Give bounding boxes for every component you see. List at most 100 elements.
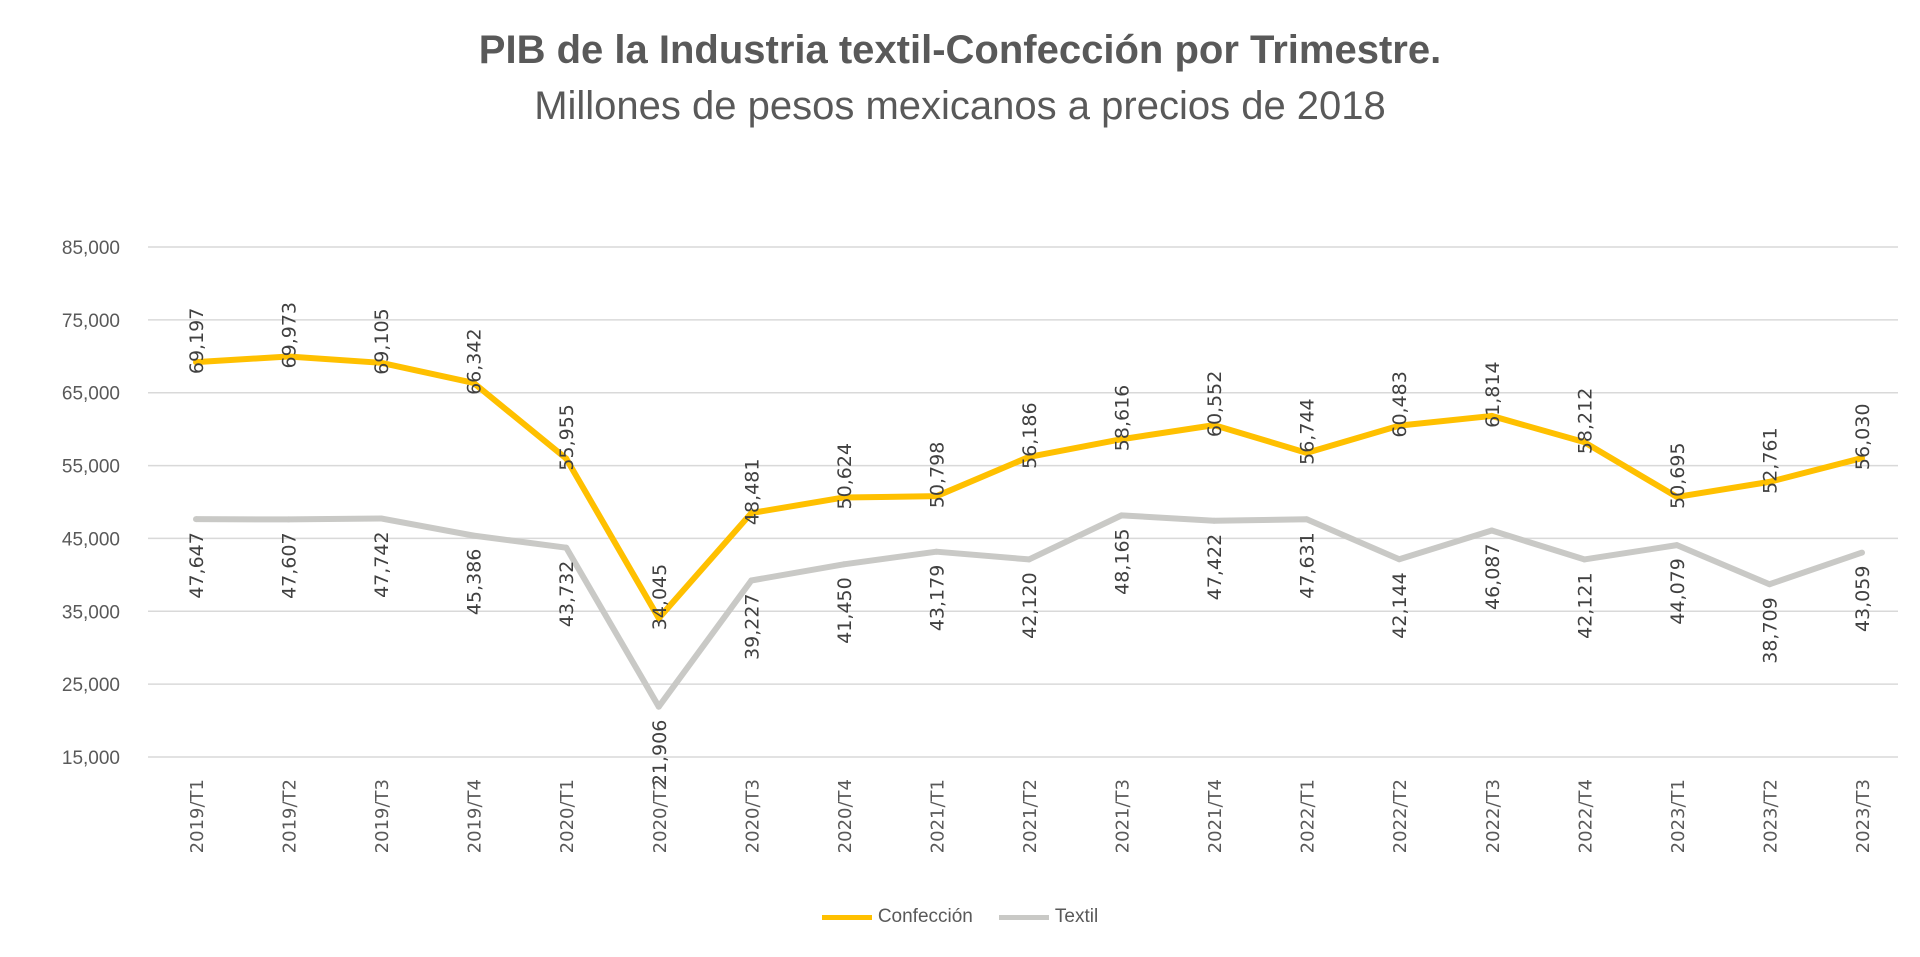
chart-subtitle: Millones de pesos mexicanos a precios de… — [534, 84, 1386, 128]
data-point — [840, 561, 847, 568]
data-point — [1118, 436, 1125, 443]
data-label: 47,607 — [279, 532, 301, 598]
data-label: 45,386 — [464, 549, 486, 615]
data-label: 50,695 — [1667, 442, 1689, 508]
data-point — [470, 532, 477, 539]
data-point — [840, 494, 847, 501]
y-tick-label: 15,000 — [62, 748, 120, 769]
data-point — [1488, 412, 1495, 419]
data-point — [1118, 512, 1125, 519]
data-label: 47,647 — [186, 532, 208, 598]
data-point — [1859, 549, 1865, 556]
data-label: 58,212 — [1574, 388, 1596, 454]
data-label: 42,120 — [1019, 572, 1041, 638]
data-point — [563, 455, 570, 462]
data-label: 34,045 — [649, 564, 671, 630]
data-point — [655, 703, 662, 710]
data-point — [1581, 439, 1588, 446]
x-tick-label: 2021/T3 — [1113, 779, 1134, 853]
y-tick-label: 35,000 — [62, 602, 120, 623]
data-point — [378, 515, 385, 522]
y-tick-label: 75,000 — [62, 311, 120, 332]
data-label: 60,552 — [1204, 371, 1226, 437]
data-point — [1673, 542, 1680, 549]
data-point — [1859, 455, 1865, 462]
data-point — [1396, 556, 1403, 563]
x-tick-label: 2019/T3 — [372, 779, 393, 853]
data-point — [285, 353, 292, 360]
x-tick-label: 2021/T4 — [1205, 779, 1226, 853]
data-point — [378, 359, 385, 366]
x-tick-label: 2021/T2 — [1020, 779, 1041, 853]
x-tick-label: 2020/T2 — [650, 779, 671, 853]
data-label: 46,087 — [1482, 544, 1504, 610]
x-tick-label: 2023/T3 — [1853, 779, 1874, 853]
data-label: 69,973 — [279, 302, 301, 368]
x-tick-label: 2023/T2 — [1760, 779, 1781, 853]
data-point — [1026, 556, 1032, 563]
data-label: 21,906 — [649, 720, 671, 786]
data-label: 47,631 — [1297, 532, 1319, 598]
legend-item-textil[interactable]: Textil — [998, 906, 1099, 928]
data-label: 44,079 — [1667, 558, 1689, 624]
data-label: 69,105 — [371, 308, 393, 374]
x-tick-label: 2020/T3 — [742, 779, 763, 853]
y-tick-label: 25,000 — [62, 675, 120, 696]
data-point — [1766, 581, 1773, 588]
data-point — [1211, 422, 1218, 429]
data-label: 50,624 — [834, 443, 856, 509]
data-point — [748, 510, 755, 517]
y-tick-label: 45,000 — [62, 529, 120, 550]
x-tick-label: 2020/T4 — [835, 779, 856, 853]
data-label: 58,616 — [1112, 385, 1134, 451]
data-label: 56,030 — [1852, 404, 1874, 470]
data-label: 55,955 — [556, 404, 578, 470]
data-point — [193, 516, 199, 523]
data-point — [1211, 517, 1218, 524]
x-tick-label: 2022/T3 — [1483, 779, 1504, 853]
data-label: 38,709 — [1759, 597, 1781, 663]
data-point — [1488, 527, 1495, 534]
data-point — [655, 615, 662, 622]
data-label: 61,814 — [1482, 361, 1504, 427]
data-label: 41,450 — [834, 577, 856, 643]
data-label: 43,732 — [556, 561, 578, 627]
data-label: 42,144 — [1389, 572, 1411, 638]
y-tick-label: 85,000 — [62, 238, 120, 259]
data-point — [285, 516, 292, 523]
data-point — [933, 548, 940, 555]
data-point — [1766, 478, 1773, 485]
data-point — [1026, 453, 1032, 460]
x-tick-label: 2019/T4 — [465, 779, 486, 853]
x-tick-label: 2022/T1 — [1298, 779, 1319, 853]
data-point — [1396, 422, 1403, 429]
legend-item-confeccion[interactable]: Confección — [821, 906, 973, 928]
data-label: 47,742 — [371, 531, 393, 597]
data-point — [1673, 493, 1680, 500]
data-label: 42,121 — [1574, 572, 1596, 638]
data-label: 39,227 — [741, 593, 763, 659]
data-point — [193, 359, 199, 366]
data-point — [933, 493, 940, 500]
legend: Confección Textil — [0, 906, 1920, 928]
data-label: 66,342 — [464, 328, 486, 394]
data-label: 52,761 — [1759, 427, 1781, 493]
legend-swatch-confeccion — [821, 914, 872, 920]
y-tick-label: 55,000 — [62, 457, 120, 478]
data-point — [563, 544, 570, 551]
data-label: 60,483 — [1389, 371, 1411, 437]
data-point — [1303, 449, 1310, 456]
data-label: 56,186 — [1019, 402, 1041, 468]
x-tick-label: 2023/T1 — [1668, 779, 1689, 853]
data-label: 48,165 — [1112, 528, 1134, 594]
data-point — [470, 379, 477, 386]
x-tick-label: 2020/T1 — [557, 779, 578, 853]
data-label: 47,422 — [1204, 534, 1226, 600]
legend-label-textil: Textil — [1054, 906, 1099, 927]
data-label: 50,798 — [926, 442, 948, 508]
x-tick-label: 2022/T2 — [1390, 779, 1411, 853]
data-label: 43,179 — [926, 565, 948, 631]
legend-swatch-textil — [998, 914, 1049, 920]
data-label: 43,059 — [1852, 566, 1874, 632]
